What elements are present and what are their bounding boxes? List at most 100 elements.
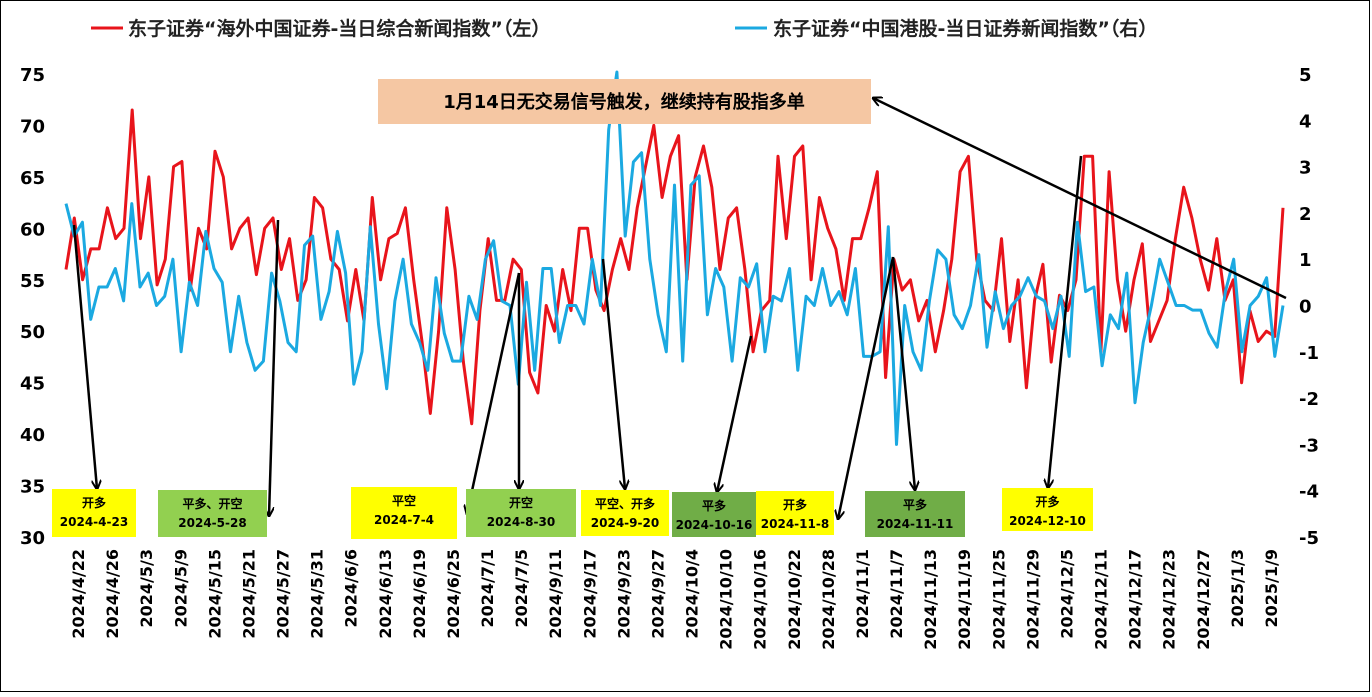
signal-box <box>351 487 457 539</box>
signal-action: 平多 <box>702 498 726 513</box>
x-tick-label: 2024/5/31 <box>308 549 327 639</box>
x-tick-label: 2024/11/29 <box>1023 549 1042 650</box>
x-tick-label: 2024/5/9 <box>171 549 190 627</box>
signal-action: 平多 <box>903 497 927 512</box>
signal-arrow <box>269 219 280 516</box>
x-tick-label: 2025/1/9 <box>1262 549 1281 627</box>
x-tick-label: 2024/5/15 <box>205 549 224 639</box>
x-tick-label: 2024/5/27 <box>274 549 293 639</box>
signal-action: 平多、开空 <box>182 496 242 511</box>
signal-arrow <box>891 256 915 490</box>
x-tick-label: 2024/9/11 <box>546 549 565 639</box>
legend-label-left-series: 东子证券“海外中国证券-当日综合新闻指数”（左） <box>128 17 550 40</box>
y-right-tick-label: -5 <box>1299 528 1319 549</box>
signal-action: 开多 <box>82 495 106 510</box>
x-tick-label: 2024/10/28 <box>819 549 838 650</box>
series-line-left <box>64 108 1285 426</box>
y-left-tick-label: 65 <box>20 168 45 189</box>
signal-box <box>672 492 756 537</box>
signal-box <box>466 489 576 537</box>
x-tick-label: 2024/12/27 <box>1194 549 1213 650</box>
callout-text: 1月14日无交易信号触发，继续持有股指多单 <box>443 91 805 113</box>
x-tick-label: 2024/10/22 <box>785 549 804 650</box>
y-left-tick-label: 75 <box>20 65 45 86</box>
signal-date: 2024-10-16 <box>676 518 753 532</box>
y-left-tick-label: 35 <box>20 477 45 498</box>
x-tick-label: 2024/12/23 <box>1160 549 1179 650</box>
signal-arrow <box>467 272 521 514</box>
signal-action: 平空、开多 <box>595 496 655 511</box>
y-left-tick-label: 50 <box>20 322 45 343</box>
series-line-right <box>64 70 1285 446</box>
y-left-tick-label: 60 <box>20 219 45 240</box>
x-tick-label: 2025/1/3 <box>1228 549 1247 627</box>
y-right-tick-label: 0 <box>1299 297 1312 318</box>
signal-date: 2024-11-11 <box>877 517 954 531</box>
y-left-tick-label: 45 <box>20 374 45 395</box>
y-left-tick-label: 55 <box>20 271 45 292</box>
signal-arrow <box>873 98 1287 300</box>
y-right-tick-label: 5 <box>1299 65 1312 86</box>
x-tick-label: 2024/11/1 <box>853 549 872 639</box>
x-tick-label: 2024/6/6 <box>342 549 361 627</box>
x-tick-label: 2024/11/13 <box>921 549 940 650</box>
x-tick-label: 2024/9/27 <box>648 549 667 639</box>
y-right-tick-label: 2 <box>1299 204 1312 225</box>
signal-date: 2024-5-28 <box>178 516 246 530</box>
y-right-tick-label: -3 <box>1299 435 1319 456</box>
callout-box <box>378 79 871 124</box>
x-tick-label: 2024/11/19 <box>955 549 974 650</box>
signal-action: 开多 <box>783 497 807 512</box>
signal-date: 2024-9-20 <box>591 516 659 530</box>
signal-arrows <box>72 98 1287 519</box>
signal-date: 2024-12-10 <box>1009 514 1086 528</box>
signal-action: 开多 <box>1035 494 1059 509</box>
y-left-tick-label: 40 <box>20 425 45 446</box>
signal-date: 2024-11-8 <box>761 517 829 531</box>
x-tick-label: 2024/12/11 <box>1092 549 1111 650</box>
x-tick-label: 2024/10/16 <box>751 549 770 650</box>
signal-box <box>52 489 136 537</box>
signal-arrow <box>601 258 625 489</box>
signal-arrow <box>838 256 895 519</box>
signal-date: 2024-4-23 <box>60 515 128 529</box>
signal-arrow <box>717 335 753 492</box>
axes: 30354045505560657075-5-4-3-2-10123452024… <box>20 65 1319 650</box>
y-right-tick-label: -2 <box>1299 389 1319 410</box>
y-right-tick-label: -1 <box>1299 343 1319 364</box>
x-tick-label: 2024/11/7 <box>887 549 906 639</box>
y-right-tick-label: -4 <box>1299 482 1319 503</box>
x-tick-label: 2024/7/5 <box>512 549 531 627</box>
y-right-tick-label: 4 <box>1299 111 1312 132</box>
x-tick-label: 2024/9/17 <box>580 549 599 639</box>
x-tick-label: 2024/5/21 <box>239 549 258 639</box>
y-right-tick-label: 1 <box>1299 250 1312 271</box>
x-tick-label: 2024/4/22 <box>69 549 88 639</box>
y-right-tick-label: 3 <box>1299 158 1312 179</box>
x-tick-label: 2024/6/19 <box>410 549 429 639</box>
signal-arrow <box>1048 155 1083 488</box>
signal-action: 平空 <box>392 493 416 508</box>
x-tick-label: 2024/11/25 <box>989 549 1008 650</box>
x-tick-label: 2024/5/3 <box>137 549 156 627</box>
x-tick-label: 2024/7/1 <box>478 549 497 627</box>
x-tick-label: 2024/10/10 <box>717 549 736 650</box>
callout: 1月14日无交易信号触发，继续持有股指多单 <box>378 79 871 124</box>
y-left-tick-label: 30 <box>20 528 45 549</box>
x-tick-label: 2024/9/23 <box>614 549 633 639</box>
signal-box <box>865 491 965 537</box>
signal-date: 2024-7-4 <box>374 513 434 527</box>
signal-box <box>581 490 669 536</box>
x-tick-label: 2024/10/4 <box>683 549 702 639</box>
y-left-tick-label: 70 <box>20 116 45 137</box>
legend-label-right-series: 东子证券“中国港股-当日证券新闻指数”（右） <box>773 17 1157 40</box>
signal-box <box>158 490 267 537</box>
x-tick-label: 2024/6/25 <box>444 549 463 639</box>
signal-labels: 开多 2024-4-23 平多、开空 2024-5-28 平空 2024-7-4 开空 202… <box>52 487 1093 539</box>
signal-action: 开空 <box>509 495 533 510</box>
x-tick-label: 2024/12/17 <box>1126 549 1145 650</box>
signal-arrow <box>72 224 97 489</box>
legend: 东子证券“海外中国证券-当日综合新闻指数”（左） 东子证券“中国港股-当日证券新… <box>91 17 1157 40</box>
